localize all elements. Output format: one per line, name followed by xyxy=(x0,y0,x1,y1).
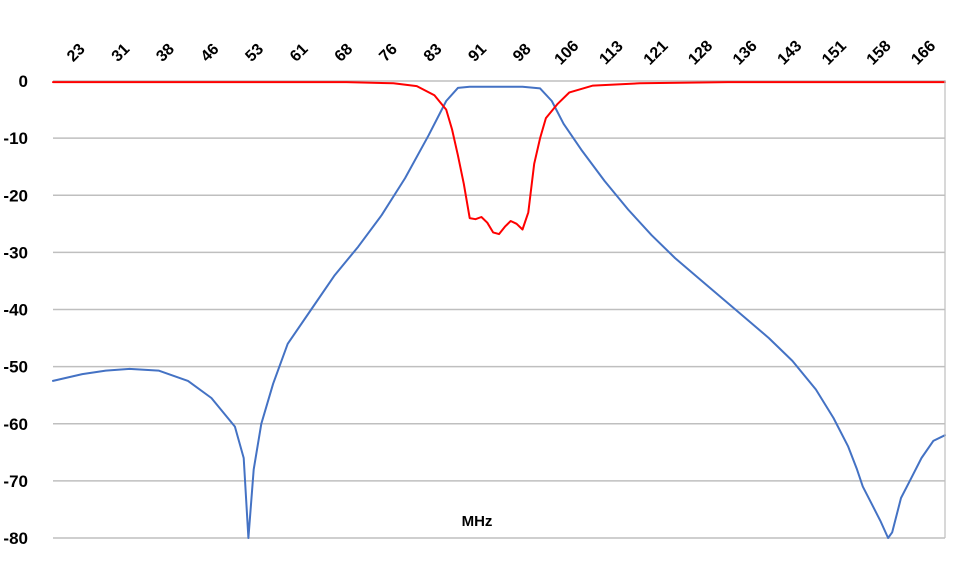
x-tick-label: 121 xyxy=(641,38,672,69)
y-tick-label: -60 xyxy=(3,415,28,434)
y-tick-label: -80 xyxy=(3,529,28,548)
x-axis-label: MHz xyxy=(462,513,493,530)
x-tick-label: 76 xyxy=(376,41,401,66)
series-line-2 xyxy=(52,81,946,236)
x-tick-label: 61 xyxy=(287,41,312,66)
x-tick-label: 106 xyxy=(552,38,583,69)
x-tick-label: 113 xyxy=(596,38,626,68)
y-tick-label: -30 xyxy=(3,243,28,262)
gridlines xyxy=(53,80,945,539)
y-tick-label: -50 xyxy=(3,358,28,377)
x-tick-label: 158 xyxy=(864,38,895,69)
series-line-1 xyxy=(52,85,946,539)
x-tick-label: 151 xyxy=(819,38,850,69)
x-tick-label: 38 xyxy=(153,41,178,66)
x-tick-label: 31 xyxy=(109,41,134,66)
y-tick-label: -20 xyxy=(3,186,28,205)
x-tick-label: 68 xyxy=(332,41,357,66)
x-tick-label: 91 xyxy=(465,41,490,66)
y-tick-label: -10 xyxy=(3,129,28,148)
x-tick-label: 23 xyxy=(64,41,89,66)
x-tick-label: 136 xyxy=(730,38,761,69)
y-tick-label: -70 xyxy=(3,472,28,491)
y-tick-label: -40 xyxy=(3,301,28,320)
x-axis-ticks: 23 31 38 46 53 61 68 76 83 91 98 106 113 121 128 136 143… xyxy=(64,38,939,69)
y-tick-label: 0 xyxy=(19,72,28,91)
x-tick-label: 83 xyxy=(421,41,446,66)
x-tick-label: 128 xyxy=(685,38,716,69)
x-tick-label: 166 xyxy=(908,38,939,69)
x-tick-label: 46 xyxy=(198,41,223,66)
series-lines xyxy=(52,81,946,539)
x-tick-label: 143 xyxy=(775,38,806,69)
x-tick-label: 98 xyxy=(510,41,535,66)
x-tick-label: 53 xyxy=(242,41,267,66)
y-axis-ticks: 0 -10 -20 -30 -40 -50 -60 -70 -80 xyxy=(3,72,28,548)
